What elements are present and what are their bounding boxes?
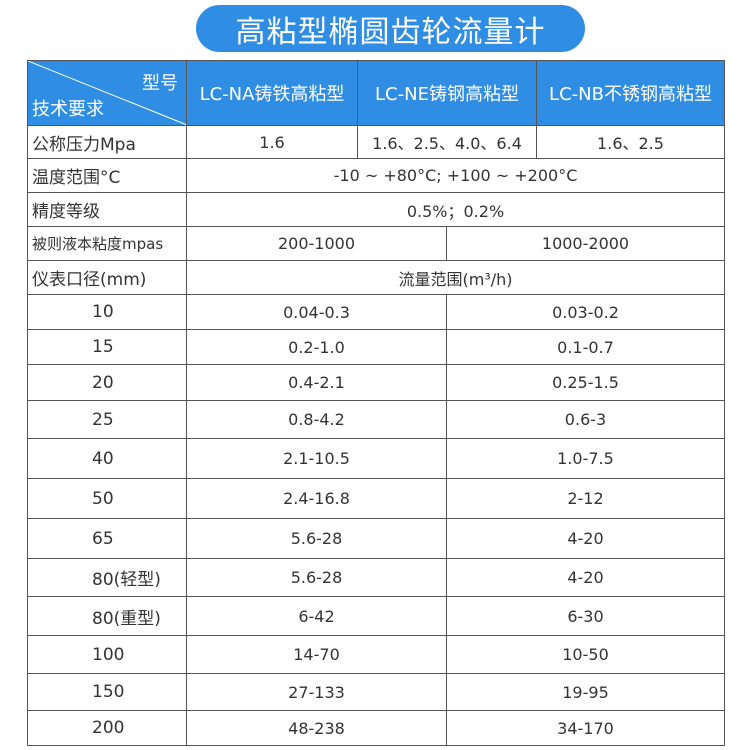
table-row: 65 5.6-28 4-20: [27, 518, 725, 559]
flow-range-cell: 0.04-0.3: [186, 294, 447, 330]
spec-table: 型号技术要求 LC-NA铸铁高粘型 LC-NE铸钢高粘型 LC-NB不锈钢高粘型…: [27, 60, 725, 746]
flow-range-cell: 0.25-1.5: [446, 364, 725, 401]
diameter-cell: 10: [27, 294, 187, 330]
flow-range-cell: 48-238: [186, 710, 447, 746]
model-header: LC-NB不锈钢高粘型: [536, 60, 725, 126]
diameter-cell: 65: [27, 518, 187, 559]
table-row: 25 0.8-4.2 0.6-3: [27, 400, 725, 439]
diameter-cell: 200: [27, 710, 187, 746]
diameter-cell: 50: [27, 478, 187, 519]
row-label: 精度等级: [27, 192, 187, 227]
viscosity-row: 被则液本粘度mpas 200-1000 1000-2000: [27, 226, 725, 261]
cell: 流量范围(m³/h): [186, 260, 725, 295]
flow-range-cell: 19-95: [446, 673, 725, 711]
flow-range-cell: 5.6-28: [186, 558, 447, 597]
cell: -10 ~ +80°C; +100 ~ +200°C: [186, 158, 725, 193]
diameter-cell: 25: [27, 400, 187, 439]
flow-range-cell: 5.6-28: [186, 518, 447, 559]
cell: 1.6: [186, 125, 358, 159]
cell: 0.5%；0.2%: [186, 192, 725, 227]
flow-range-cell: 0.8-4.2: [186, 400, 447, 439]
model-header: LC-NA铸铁高粘型: [186, 60, 358, 126]
diameter-cell: 20: [27, 364, 187, 401]
flow-range-cell: 0.03-0.2: [446, 294, 725, 330]
flow-range-cell: 27-133: [186, 673, 447, 711]
page-title: 高粘型椭圆齿轮流量计: [196, 5, 585, 52]
flow-range-cell: 6-42: [186, 596, 447, 636]
flow-range-cell: 0.6-3: [446, 400, 725, 439]
model-header: LC-NE铸钢高粘型: [357, 60, 537, 126]
cell: 1.6、2.5、4.0、6.4: [357, 125, 537, 159]
corner-cell: 型号技术要求: [27, 60, 187, 126]
diameter-cell: 15: [27, 329, 187, 365]
header-row: 型号技术要求 LC-NA铸铁高粘型 LC-NE铸钢高粘型 LC-NB不锈钢高粘型: [27, 60, 725, 126]
diameter-row: 仪表口径(mm) 流量范围(m³/h): [27, 260, 725, 295]
table-row: 200 48-238 34-170: [27, 710, 725, 746]
table-row: 100 14-70 10-50: [27, 635, 725, 674]
flow-range-cell: 10-50: [446, 635, 725, 674]
flow-range-cell: 34-170: [446, 710, 725, 746]
row-label: 被则液本粘度mpas: [27, 226, 187, 261]
table-row: 80(轻型) 5.6-28 4-20: [27, 558, 725, 597]
diameter-cell: 80(重型): [27, 596, 187, 636]
table-row: 150 27-133 19-95: [27, 673, 725, 711]
flow-range-cell: 0.4-2.1: [186, 364, 447, 401]
table-row: 15 0.2-1.0 0.1-0.7: [27, 329, 725, 365]
table-row: 20 0.4-2.1 0.25-1.5: [27, 364, 725, 401]
diameter-cell: 100: [27, 635, 187, 674]
temperature-row: 温度范围°C -10 ~ +80°C; +100 ~ +200°C: [27, 158, 725, 193]
diameter-cell: 80(轻型): [27, 558, 187, 597]
flow-range-cell: 2.1-10.5: [186, 438, 447, 479]
cell: 1.6、2.5: [536, 125, 725, 159]
row-label: 仪表口径(mm): [27, 260, 187, 295]
pressure-row: 公称压力Mpa 1.6 1.6、2.5、4.0、6.4 1.6、2.5: [27, 125, 725, 159]
diameter-cell: 150: [27, 673, 187, 711]
flow-range-cell: 1.0-7.5: [446, 438, 725, 479]
table-row: 40 2.1-10.5 1.0-7.5: [27, 438, 725, 479]
row-label: 公称压力Mpa: [27, 125, 187, 159]
flow-range-cell: 4-20: [446, 518, 725, 559]
cell: 1000-2000: [446, 226, 725, 261]
flow-range-cell: 14-70: [186, 635, 447, 674]
diameter-cell: 40: [27, 438, 187, 479]
flow-range-cell: 2.4-16.8: [186, 478, 447, 519]
flow-range-cell: 2-12: [446, 478, 725, 519]
cell: 200-1000: [186, 226, 447, 261]
accuracy-row: 精度等级 0.5%；0.2%: [27, 192, 725, 227]
flow-range-cell: 4-20: [446, 558, 725, 597]
table-row: 50 2.4-16.8 2-12: [27, 478, 725, 519]
flow-range-cell: 0.2-1.0: [186, 329, 447, 365]
table-row: 80(重型) 6-42 6-30: [27, 596, 725, 636]
table-row: 10 0.04-0.3 0.03-0.2: [27, 294, 725, 330]
corner-top-label: 型号: [142, 73, 178, 94]
flow-range-cell: 6-30: [446, 596, 725, 636]
corner-bottom-label: 技术要求: [32, 99, 104, 120]
flow-range-cell: 0.1-0.7: [446, 329, 725, 365]
row-label: 温度范围°C: [27, 158, 187, 193]
